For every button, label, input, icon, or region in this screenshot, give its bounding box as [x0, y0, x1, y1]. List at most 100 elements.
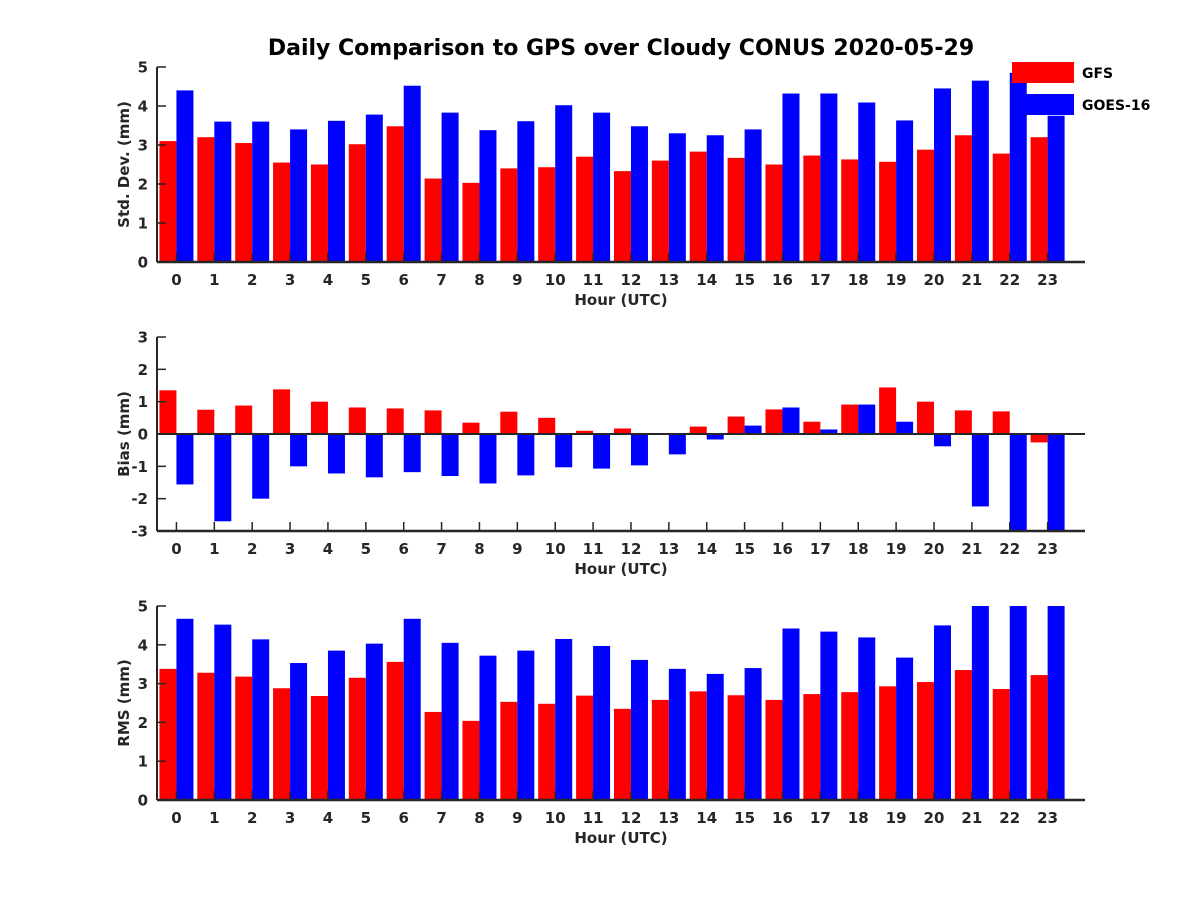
bar-std-goes-16-22: [1009, 72, 1027, 262]
x-tick-label-rms: 16: [772, 809, 793, 827]
bar-rms-gfs-5: [348, 677, 366, 800]
y-tick-label-rms: 0: [138, 792, 148, 810]
x-tick-label-bias: 10: [545, 540, 566, 558]
x-tick-label-std: 22: [999, 271, 1020, 289]
bar-bias-gfs-17: [803, 421, 821, 434]
x-axis-label-rms: Hour (UTC): [574, 829, 667, 847]
bar-bias-goes-16-10: [555, 434, 573, 468]
x-tick-label-rms: 21: [961, 809, 982, 827]
x-tick-label-rms: 13: [658, 809, 679, 827]
x-tick-label-rms: 2: [247, 809, 257, 827]
bar-std-goes-16-0: [176, 90, 194, 263]
x-tick-label-bias: 17: [810, 540, 831, 558]
x-tick-label-std: 2: [247, 271, 257, 289]
bar-std-goes-16-10: [555, 105, 573, 262]
bar-rms-goes-16-19: [896, 657, 914, 800]
bar-rms-goes-16-2: [252, 639, 270, 800]
x-tick-label-std: 12: [621, 271, 642, 289]
bar-bias-goes-16-19: [896, 421, 914, 434]
bar-rms-goes-16-4: [327, 650, 345, 800]
bar-bias-goes-16-20: [933, 434, 951, 447]
bar-std-gfs-8: [462, 182, 480, 262]
bar-std-goes-16-15: [744, 129, 762, 262]
bar-std-goes-16-5: [365, 114, 383, 262]
bar-std-gfs-22: [992, 153, 1010, 262]
bar-bias-gfs-6: [386, 408, 404, 434]
bar-rms-goes-16-8: [479, 655, 497, 800]
y-tick-label-rms: 4: [138, 636, 148, 654]
bar-std-gfs-19: [879, 161, 897, 262]
bar-bias-goes-16-4: [327, 434, 345, 474]
bar-bias-goes-16-21: [971, 434, 989, 507]
bar-bias-gfs-9: [500, 411, 518, 434]
y-tick-label-bias: 3: [138, 329, 148, 347]
bar-bias-gfs-22: [992, 411, 1010, 434]
y-tick-label-bias: -1: [131, 458, 148, 476]
bar-bias-goes-16-7: [441, 434, 459, 477]
bar-bias-gfs-15: [727, 416, 745, 434]
bar-rms-gfs-4: [310, 696, 328, 800]
bar-bias-gfs-12: [613, 428, 631, 434]
bar-bias-goes-16-0: [176, 434, 194, 485]
bar-rms-goes-16-10: [555, 638, 573, 800]
bar-rms-gfs-6: [386, 661, 404, 800]
bar-rms-gfs-15: [727, 695, 745, 800]
bar-rms-goes-16-7: [441, 642, 459, 800]
bar-bias-goes-16-6: [403, 434, 421, 473]
bar-bias-gfs-20: [916, 401, 934, 434]
bar-rms-goes-16-6: [403, 618, 421, 800]
x-tick-label-bias: 2: [247, 540, 257, 558]
bar-rms-goes-16-11: [593, 645, 611, 800]
bar-std-gfs-21: [954, 135, 972, 262]
x-tick-label-std: 4: [323, 271, 333, 289]
bar-std-goes-16-3: [290, 129, 308, 262]
x-tick-label-bias: 19: [886, 540, 907, 558]
x-tick-label-std: 23: [1037, 271, 1058, 289]
x-tick-label-bias: 14: [696, 540, 717, 558]
legend: GFS GOES-16: [1012, 62, 1150, 115]
bar-bias-gfs-7: [424, 410, 442, 434]
y-axis-label-rms: RMS (mm): [115, 659, 133, 746]
bar-std-gfs-3: [273, 162, 291, 262]
x-tick-label-std: 11: [583, 271, 604, 289]
bar-bias-gfs-1: [197, 409, 215, 434]
x-tick-label-rms: 18: [848, 809, 869, 827]
bar-rms-gfs-17: [803, 694, 821, 800]
bar-bias-goes-16-11: [593, 434, 611, 469]
x-tick-label-bias: 0: [171, 540, 181, 558]
bar-rms-gfs-21: [954, 670, 972, 800]
bar-bias-goes-16-1: [214, 434, 232, 522]
bar-rms-gfs-11: [576, 695, 594, 800]
bar-bias-goes-16-23: [1047, 434, 1065, 531]
x-tick-label-std: 9: [512, 271, 522, 289]
bar-std-gfs-17: [803, 155, 821, 262]
x-tick-label-rms: 10: [545, 809, 566, 827]
bar-std-goes-16-14: [706, 135, 724, 262]
bar-bias-gfs-21: [954, 410, 972, 434]
x-tick-label-std: 19: [886, 271, 907, 289]
y-tick-label-bias: 0: [138, 426, 148, 444]
y-tick-label-std: 5: [138, 59, 148, 77]
y-tick-label-rms: 2: [138, 714, 148, 732]
bar-std-gfs-0: [159, 141, 177, 262]
x-tick-label-std: 16: [772, 271, 793, 289]
x-tick-label-rms: 11: [583, 809, 604, 827]
bar-rms-gfs-10: [538, 703, 556, 800]
bar-rms-gfs-9: [500, 701, 518, 800]
bar-bias-gfs-16: [765, 409, 783, 434]
bar-std-gfs-6: [386, 126, 404, 262]
bar-std-gfs-18: [841, 159, 859, 262]
y-axis-label-std: Std. Dev. (mm): [115, 101, 133, 228]
bar-bias-goes-16-3: [290, 434, 308, 467]
bar-rms-gfs-2: [235, 676, 253, 800]
bar-rms-gfs-7: [424, 711, 442, 800]
x-tick-label-std: 21: [961, 271, 982, 289]
bar-std-goes-16-23: [1047, 115, 1065, 262]
bar-rms-gfs-20: [916, 682, 934, 800]
x-tick-label-std: 6: [398, 271, 408, 289]
bar-rms-goes-16-16: [782, 628, 800, 800]
bar-bias-goes-16-18: [858, 404, 876, 434]
